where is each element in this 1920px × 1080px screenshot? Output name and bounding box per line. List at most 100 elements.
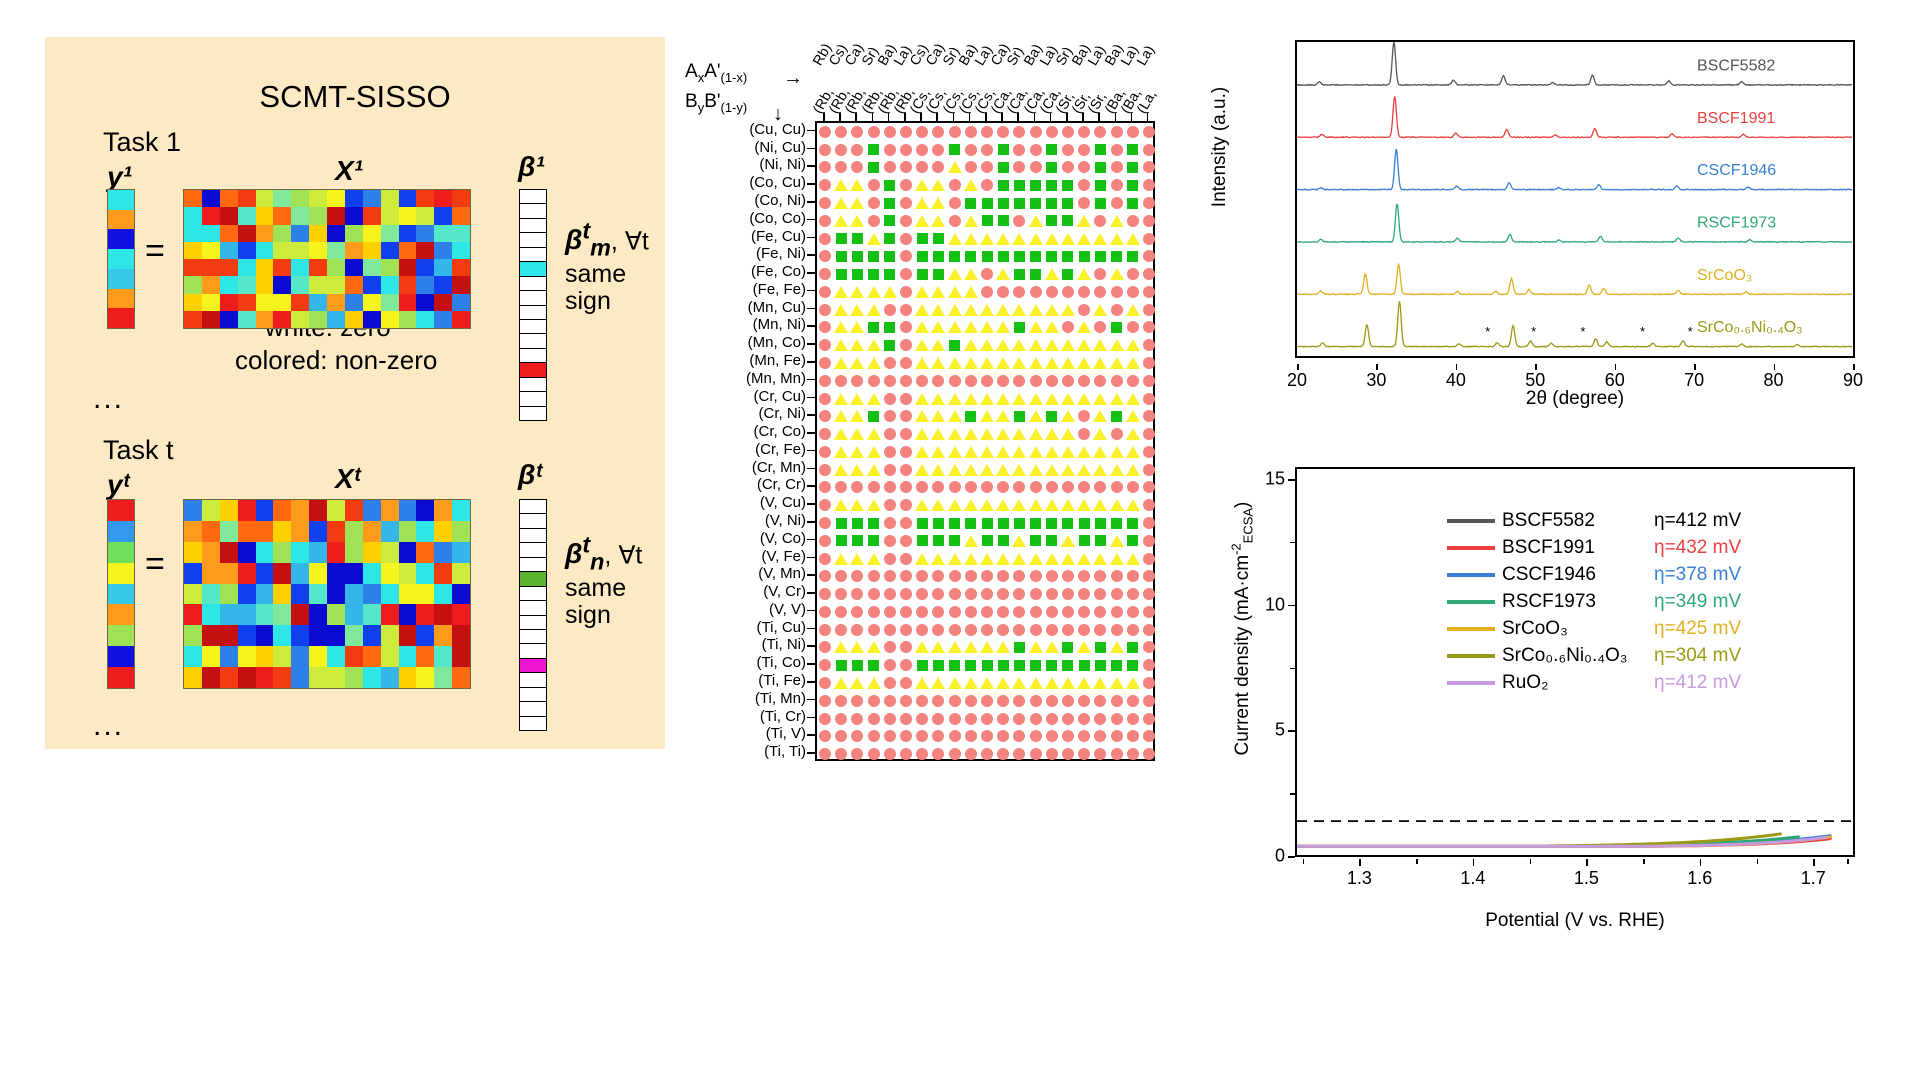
marker-circle xyxy=(1061,730,1074,743)
marker-circle xyxy=(1061,605,1074,618)
marker-circle xyxy=(819,268,832,281)
marker-circle xyxy=(1142,428,1155,441)
marker-triangle xyxy=(931,499,946,512)
marker-square xyxy=(997,179,1009,191)
marker-triangle xyxy=(1125,552,1140,565)
marker-triangle xyxy=(963,499,978,512)
marker-circle xyxy=(1094,712,1107,725)
marker-circle xyxy=(1142,321,1155,334)
marker-triangle xyxy=(963,321,978,334)
marker-triangle xyxy=(931,321,946,334)
marker-square xyxy=(949,250,961,262)
heatmap-matrix xyxy=(183,189,471,329)
marker-square xyxy=(1094,197,1106,209)
marker-circle xyxy=(1045,570,1058,583)
marker-triangle xyxy=(947,268,962,281)
marker-circle xyxy=(981,481,993,494)
marker-circle xyxy=(1142,232,1155,245)
marker-circle xyxy=(1110,694,1123,707)
marker-circle xyxy=(900,445,913,458)
marker-square xyxy=(981,250,993,262)
marker-square xyxy=(1030,535,1042,547)
marker-triangle xyxy=(1077,677,1092,689)
marker-triangle xyxy=(1060,303,1075,316)
marker-circle xyxy=(851,588,864,601)
marker-circle xyxy=(851,481,864,494)
marker-triangle xyxy=(963,392,978,405)
marker-triangle xyxy=(1044,552,1059,565)
marker-square xyxy=(851,535,863,547)
marker-circle xyxy=(997,374,1010,387)
marker-circle xyxy=(835,712,848,725)
marker-circle xyxy=(1013,570,1026,583)
lsv-x-tick: 1.3 xyxy=(1346,868,1372,888)
marker-circle xyxy=(900,623,913,636)
marker-circle xyxy=(1029,161,1042,174)
marker-square xyxy=(949,339,961,351)
marker-circle xyxy=(900,143,913,156)
marker-circle xyxy=(916,481,929,494)
marker-triangle xyxy=(1125,428,1140,441)
marker-square xyxy=(1127,517,1139,529)
marker-triangle xyxy=(1077,339,1092,352)
marker-circle xyxy=(997,694,1010,707)
marker-square xyxy=(1062,197,1074,209)
marker-circle xyxy=(867,694,880,707)
marker-triangle xyxy=(980,445,994,458)
marker-circle xyxy=(964,143,977,156)
grid-row-label: (Ti, Ni) xyxy=(761,636,806,654)
marker-triangle xyxy=(850,303,865,316)
xrd-x-tick: 40 xyxy=(1445,370,1466,390)
marker-circle xyxy=(1142,143,1155,156)
marker-triangle xyxy=(866,339,881,352)
marker-triangle xyxy=(1109,392,1124,405)
marker-circle xyxy=(819,428,832,441)
grid-column-headers: Rb) (Rb, Cs) (Rb, Ca) (Rb, Sr) (Rb, Ba) (Rb, La) (R… xyxy=(809,20,1210,120)
marker-square xyxy=(1046,144,1058,156)
marker-circle xyxy=(1094,570,1107,583)
marker-circle xyxy=(835,730,848,743)
marker-circle xyxy=(819,445,832,458)
marker-circle xyxy=(819,694,832,707)
marker-triangle xyxy=(1125,392,1140,405)
marker-triangle xyxy=(834,179,849,192)
beta-vector xyxy=(519,189,547,421)
marker-circle xyxy=(1142,499,1155,512)
marker-square xyxy=(965,517,977,529)
marker-circle xyxy=(997,285,1010,298)
marker-circle xyxy=(964,712,977,725)
marker-triangle xyxy=(866,552,881,565)
marker-circle xyxy=(1110,161,1123,174)
marker-triangle xyxy=(947,552,962,565)
marker-triangle xyxy=(915,428,930,441)
marker-triangle xyxy=(996,392,1011,405)
marker-circle xyxy=(1110,712,1123,725)
grid-row-labels: (Cu, Cu) (Ni, Cu) (Ni, Ni) (Co, Cu) (Co, Ni)… xyxy=(630,121,806,761)
heatmap-matrix xyxy=(183,499,471,689)
marker-square xyxy=(1030,517,1042,529)
marker-circle xyxy=(819,303,832,316)
marker-square xyxy=(1094,659,1106,671)
marker-circle xyxy=(1061,374,1074,387)
marker-triangle xyxy=(963,179,978,192)
lsv-legend-swatch xyxy=(1447,518,1495,523)
marker-circle xyxy=(867,730,880,743)
marker-triangle xyxy=(1077,392,1092,405)
marker-circle xyxy=(932,570,945,583)
marker-square xyxy=(949,517,961,529)
marker-circle xyxy=(1045,285,1058,298)
marker-circle xyxy=(883,303,896,316)
marker-circle xyxy=(1078,303,1091,316)
marker-square xyxy=(1046,215,1058,227)
marker-circle xyxy=(1142,605,1155,618)
marker-triangle xyxy=(963,641,978,654)
grid-column-label: La) xyxy=(1133,42,1158,68)
marker-triangle xyxy=(1109,357,1124,369)
marker-circle xyxy=(1142,463,1155,476)
marker-triangle xyxy=(834,339,849,352)
marker-square xyxy=(835,268,847,280)
marker-circle xyxy=(1061,570,1074,583)
marker-triangle xyxy=(963,214,978,227)
marker-circle xyxy=(1142,570,1155,583)
lsv-y-axis-ticks: 0 5 10 15 xyxy=(1240,467,1295,866)
